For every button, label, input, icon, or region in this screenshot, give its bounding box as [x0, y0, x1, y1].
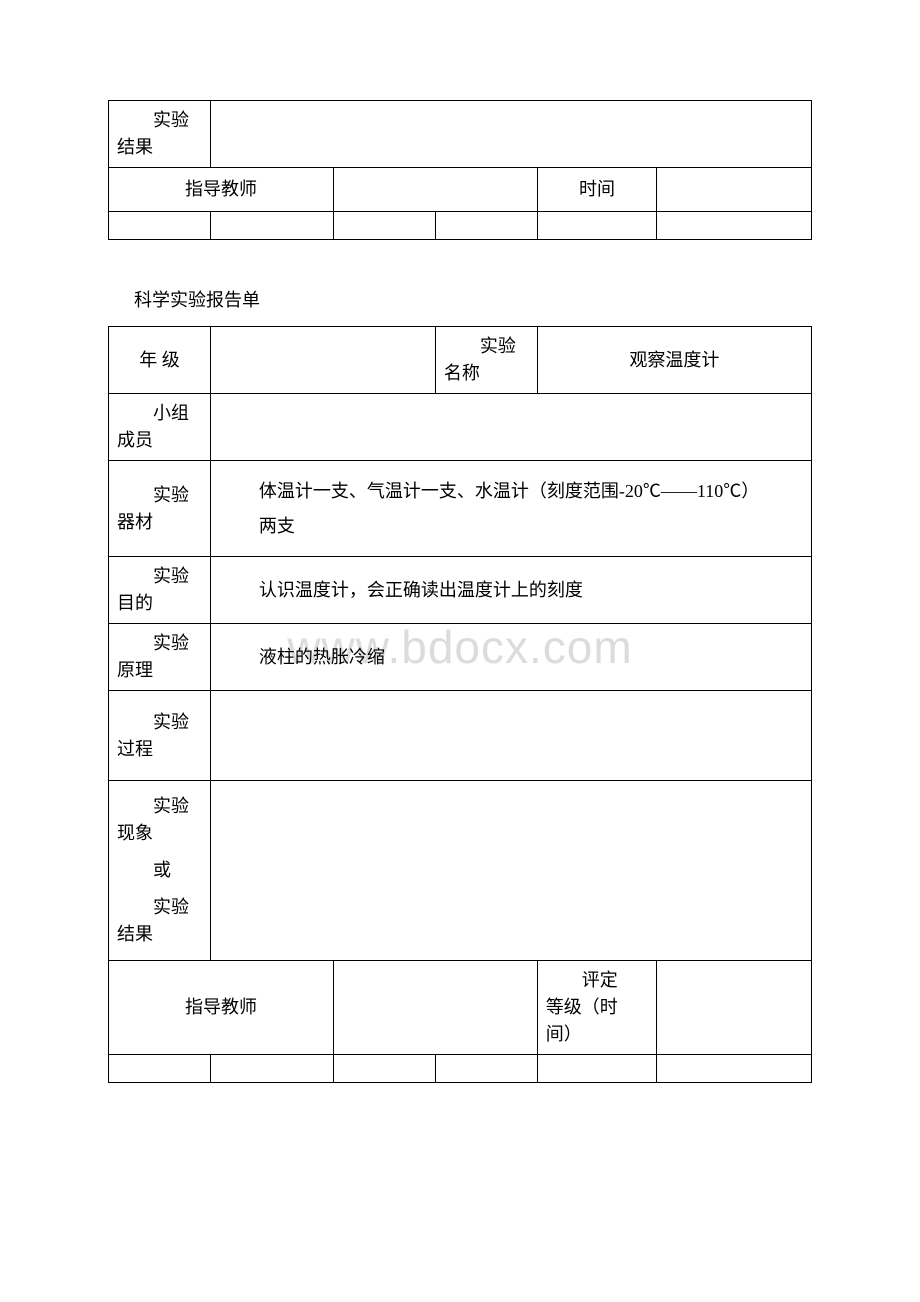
exp-name-value: 观察温度计 — [537, 327, 811, 394]
empty-cell — [435, 1055, 537, 1083]
report-title: 科学实验报告单 — [134, 286, 812, 312]
teacher-label: 指导教师 — [109, 168, 334, 212]
purpose-value: 认识温度计，会正确读出温度计上的刻度 — [210, 557, 811, 624]
empty-cell — [210, 212, 333, 240]
principle-label: 实验 原理 — [109, 624, 211, 691]
phenomenon-value — [210, 781, 811, 961]
teacher-label-2: 指导教师 — [109, 961, 334, 1055]
result-value — [210, 101, 811, 168]
equip-value: 体温计一支、气温计一支、水温计（刻度范围-20℃——110℃） 两支 — [210, 461, 811, 557]
empty-cell — [657, 1055, 812, 1083]
grade-label: 年 级 — [109, 327, 211, 394]
principle-value: 液柱的热胀冷缩 — [210, 624, 811, 691]
time-label: 时间 — [537, 168, 657, 212]
teacher-value — [333, 168, 537, 212]
empty-cell — [435, 212, 537, 240]
empty-cell — [210, 1055, 333, 1083]
equip-label: 实验 器材 — [109, 461, 211, 557]
top-fragment-table: 实验 结果 指导教师 时间 — [108, 100, 812, 240]
purpose-label: 实验 目的 — [109, 557, 211, 624]
report-table: 年 级 实验 名称 观察温度计 小组 成员 实验 器材 体温计一支、气温计一支、… — [108, 326, 812, 1083]
process-value — [210, 691, 811, 781]
result-label: 实验 结果 — [109, 101, 211, 168]
empty-cell — [109, 1055, 211, 1083]
rating-value — [657, 961, 812, 1055]
empty-cell — [109, 212, 211, 240]
empty-cell — [333, 212, 435, 240]
teacher-value-2 — [333, 961, 537, 1055]
empty-cell — [333, 1055, 435, 1083]
empty-cell — [657, 212, 812, 240]
rating-label: 评定 等级（时 间） — [537, 961, 657, 1055]
empty-cell — [537, 1055, 657, 1083]
process-label: 实验 过程 — [109, 691, 211, 781]
empty-cell — [537, 212, 657, 240]
group-value — [210, 394, 811, 461]
phenomenon-label: 实验 现象 或 实验 结果 — [109, 781, 211, 961]
time-value — [657, 168, 812, 212]
group-label: 小组 成员 — [109, 394, 211, 461]
exp-name-label: 实验 名称 — [435, 327, 537, 394]
grade-value — [210, 327, 435, 394]
